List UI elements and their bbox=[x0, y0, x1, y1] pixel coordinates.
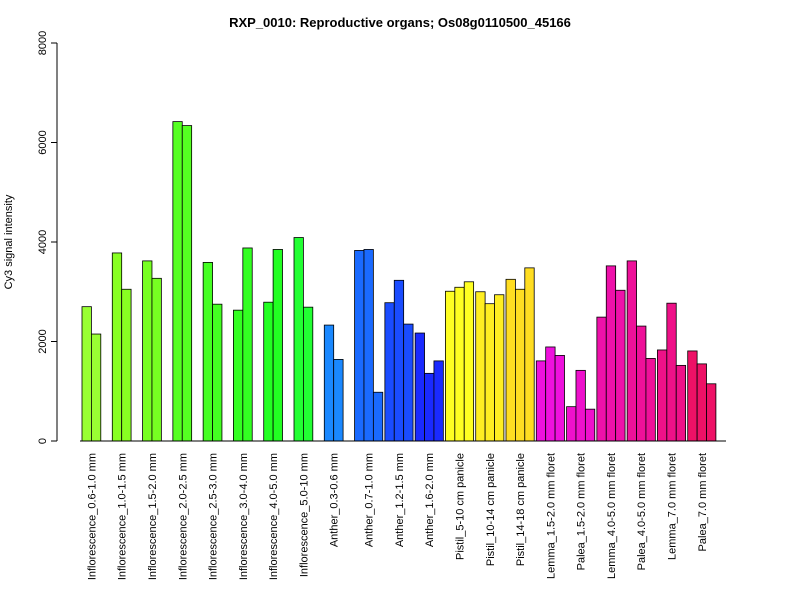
bar bbox=[202, 261, 213, 442]
x-category-label: Inflorescence_0.6-1.0 mm bbox=[86, 453, 98, 580]
x-category-label: Inflorescence_2.0-2.5 mm bbox=[177, 453, 189, 580]
bar bbox=[384, 302, 395, 442]
bar bbox=[706, 383, 717, 442]
x-category-label: Anther_0.3-0.6 mm bbox=[329, 453, 341, 547]
bar bbox=[535, 360, 547, 442]
bar bbox=[626, 260, 637, 442]
x-category-label: Lemma_1.5-2.0 mm floret bbox=[545, 453, 557, 579]
y-tick-label: 6000 bbox=[37, 130, 49, 154]
y-tick-label: 2000 bbox=[37, 329, 49, 353]
y-tick-label: 4000 bbox=[37, 230, 49, 254]
bar bbox=[333, 359, 344, 442]
y-tick-label: 8000 bbox=[37, 31, 49, 55]
bar bbox=[615, 289, 626, 442]
bar bbox=[363, 249, 374, 442]
bar bbox=[554, 355, 565, 442]
bar bbox=[463, 281, 475, 442]
bar bbox=[445, 290, 456, 442]
x-category-label: Inflorescence_5.0-10 mm bbox=[298, 453, 310, 577]
bar bbox=[636, 325, 647, 442]
bar bbox=[212, 303, 223, 442]
x-category-label: Inflorescence_1.5-2.0 mm bbox=[147, 453, 159, 580]
bar bbox=[272, 249, 283, 442]
x-category-label: Pistil_14-18 cm panicle bbox=[515, 453, 527, 566]
y-axis-label: Cy3 signal intensity bbox=[3, 194, 15, 289]
bar bbox=[433, 360, 444, 442]
bar bbox=[81, 306, 92, 442]
bar bbox=[666, 302, 677, 442]
bar bbox=[484, 303, 495, 442]
x-category-label: Pistil_5-10 cm panicle bbox=[455, 453, 467, 560]
bar bbox=[393, 279, 405, 442]
x-category-label: Inflorescence_3.0-4.0 mm bbox=[238, 453, 250, 580]
bar bbox=[605, 265, 617, 442]
chart-title: RXP_0010: Reproductive organs; Os08g0110… bbox=[229, 15, 571, 30]
x-category-label: Inflorescence_1.0-1.5 mm bbox=[117, 453, 129, 580]
x-category-label: Palea_4.0-5.0 mm floret bbox=[636, 453, 648, 570]
bar bbox=[584, 408, 596, 442]
x-category-label: Pistil_10-14 cm panicle bbox=[485, 453, 497, 566]
bar bbox=[372, 391, 384, 442]
bar bbox=[687, 350, 698, 442]
bar bbox=[293, 237, 304, 442]
bar bbox=[242, 247, 253, 442]
bar bbox=[515, 288, 526, 442]
bar bbox=[505, 278, 516, 442]
bar bbox=[263, 301, 274, 442]
bar bbox=[403, 323, 414, 442]
bar bbox=[111, 252, 123, 442]
bar bbox=[475, 291, 486, 442]
x-category-label: Anther_1.2-1.5 mm bbox=[394, 453, 406, 547]
bar bbox=[566, 406, 577, 442]
bar bbox=[675, 364, 687, 442]
x-category-label: Anther_1.6-2.0 mm bbox=[424, 453, 436, 547]
x-category-label: Lemma_7.0 mm floret bbox=[667, 453, 679, 560]
bar bbox=[302, 306, 314, 442]
bar bbox=[414, 332, 425, 442]
bar bbox=[323, 324, 335, 442]
bar bbox=[91, 333, 102, 442]
bar bbox=[181, 125, 193, 442]
bar bbox=[645, 358, 656, 442]
x-category-label: Palea_1.5-2.0 mm floret bbox=[576, 453, 588, 570]
bar bbox=[575, 369, 586, 442]
y-tick-label: 0 bbox=[37, 438, 49, 444]
bar bbox=[545, 346, 556, 442]
x-category-label: Inflorescence_4.0-5.0 mm bbox=[268, 453, 280, 580]
x-category-label: Lemma_4.0-5.0 mm floret bbox=[606, 453, 618, 579]
bar bbox=[494, 294, 505, 442]
bar-series bbox=[81, 121, 717, 442]
x-axis: Inflorescence_0.6-1.0 mm Inflorescence_1.… bbox=[80, 440, 726, 580]
bar bbox=[696, 363, 707, 442]
bar bbox=[454, 286, 465, 442]
bar bbox=[151, 277, 162, 442]
x-category-label: Anther_0.7-1.0 mm bbox=[364, 453, 376, 547]
bar bbox=[172, 121, 183, 442]
y-axis: 0 2000 4000 6000 8000 bbox=[37, 31, 58, 444]
bar bbox=[121, 288, 132, 442]
bar bbox=[524, 267, 535, 442]
bar bbox=[596, 316, 607, 442]
bar bbox=[354, 250, 365, 442]
x-category-label: Palea_7.0 mm floret bbox=[697, 453, 709, 551]
bar bbox=[424, 372, 435, 442]
bar bbox=[142, 260, 153, 442]
bar bbox=[657, 349, 668, 442]
bar bbox=[233, 309, 244, 442]
x-category-label: Inflorescence_2.5-3.0 mm bbox=[208, 453, 220, 580]
